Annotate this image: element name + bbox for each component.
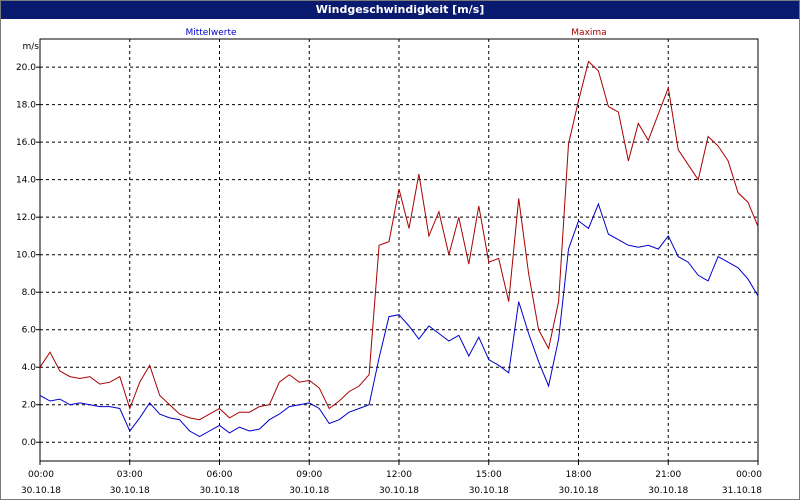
y-tick-label: 18.0	[16, 101, 36, 111]
x-tick-time-label: 09:00	[296, 470, 322, 480]
x-tick-time-label: 18:00	[566, 470, 592, 480]
x-tick-time-label: 00:00	[28, 470, 54, 480]
y-tick-label: 8.0	[22, 288, 37, 298]
x-tick-time-label: 03:00	[117, 470, 143, 480]
y-tick-label: 2.0	[22, 401, 37, 411]
legend-mittelwerte: Mittelwerte	[185, 28, 236, 38]
y-axis-unit-label: m/s	[23, 42, 40, 52]
series-line-mittelwerte	[39, 202, 759, 438]
x-axis: 00:00 30.10.18 03:00 30.10.18 06:00 30.10.18 0…	[21, 461, 762, 496]
x-tick-time-label: 12:00	[386, 470, 412, 480]
x-tick-date-label: 30.10.18	[199, 486, 239, 496]
legend-maxima: Maxima	[571, 28, 606, 38]
y-tick-label: 16.0	[16, 138, 36, 148]
y-tick-label: 0.0	[22, 438, 37, 448]
y-tick-label: 12.0	[16, 213, 36, 223]
x-tick-date-label: 30.10.18	[558, 486, 598, 496]
x-tick-date-label: 30.10.18	[469, 486, 509, 496]
series-layer	[39, 60, 759, 438]
chart-title: Windgeschwindigkeit [m/s]	[1, 1, 799, 19]
y-tick-label: 4.0	[22, 363, 37, 373]
x-tick-time-label: 15:00	[476, 470, 502, 480]
y-tick-label: 6.0	[22, 326, 37, 336]
grid-lines	[40, 39, 758, 461]
x-tick-time-label: 06:00	[207, 470, 233, 480]
x-tick-date-label: 30.10.18	[379, 486, 419, 496]
x-tick-date-label: 30.10.18	[648, 486, 688, 496]
x-tick-time-label: 00:00	[736, 470, 762, 480]
x-tick-date-label: 31.10.18	[722, 486, 762, 496]
series-line-maxima	[39, 60, 759, 421]
y-tick-label: 20.0	[16, 63, 36, 73]
y-tick-label: 14.0	[16, 176, 36, 186]
x-tick-time-label: 21:00	[655, 470, 681, 480]
x-tick-date-label: 30.10.18	[21, 486, 61, 496]
y-tick-label: 10.0	[16, 251, 36, 261]
x-tick-date-label: 30.10.18	[110, 486, 150, 496]
y-axis: 0.0 2.0 4.0 6.0 8.0 10.0 12.0 14.0 16.0 18.0 20.0	[16, 63, 40, 448]
x-tick-date-label: 30.10.18	[289, 486, 329, 496]
